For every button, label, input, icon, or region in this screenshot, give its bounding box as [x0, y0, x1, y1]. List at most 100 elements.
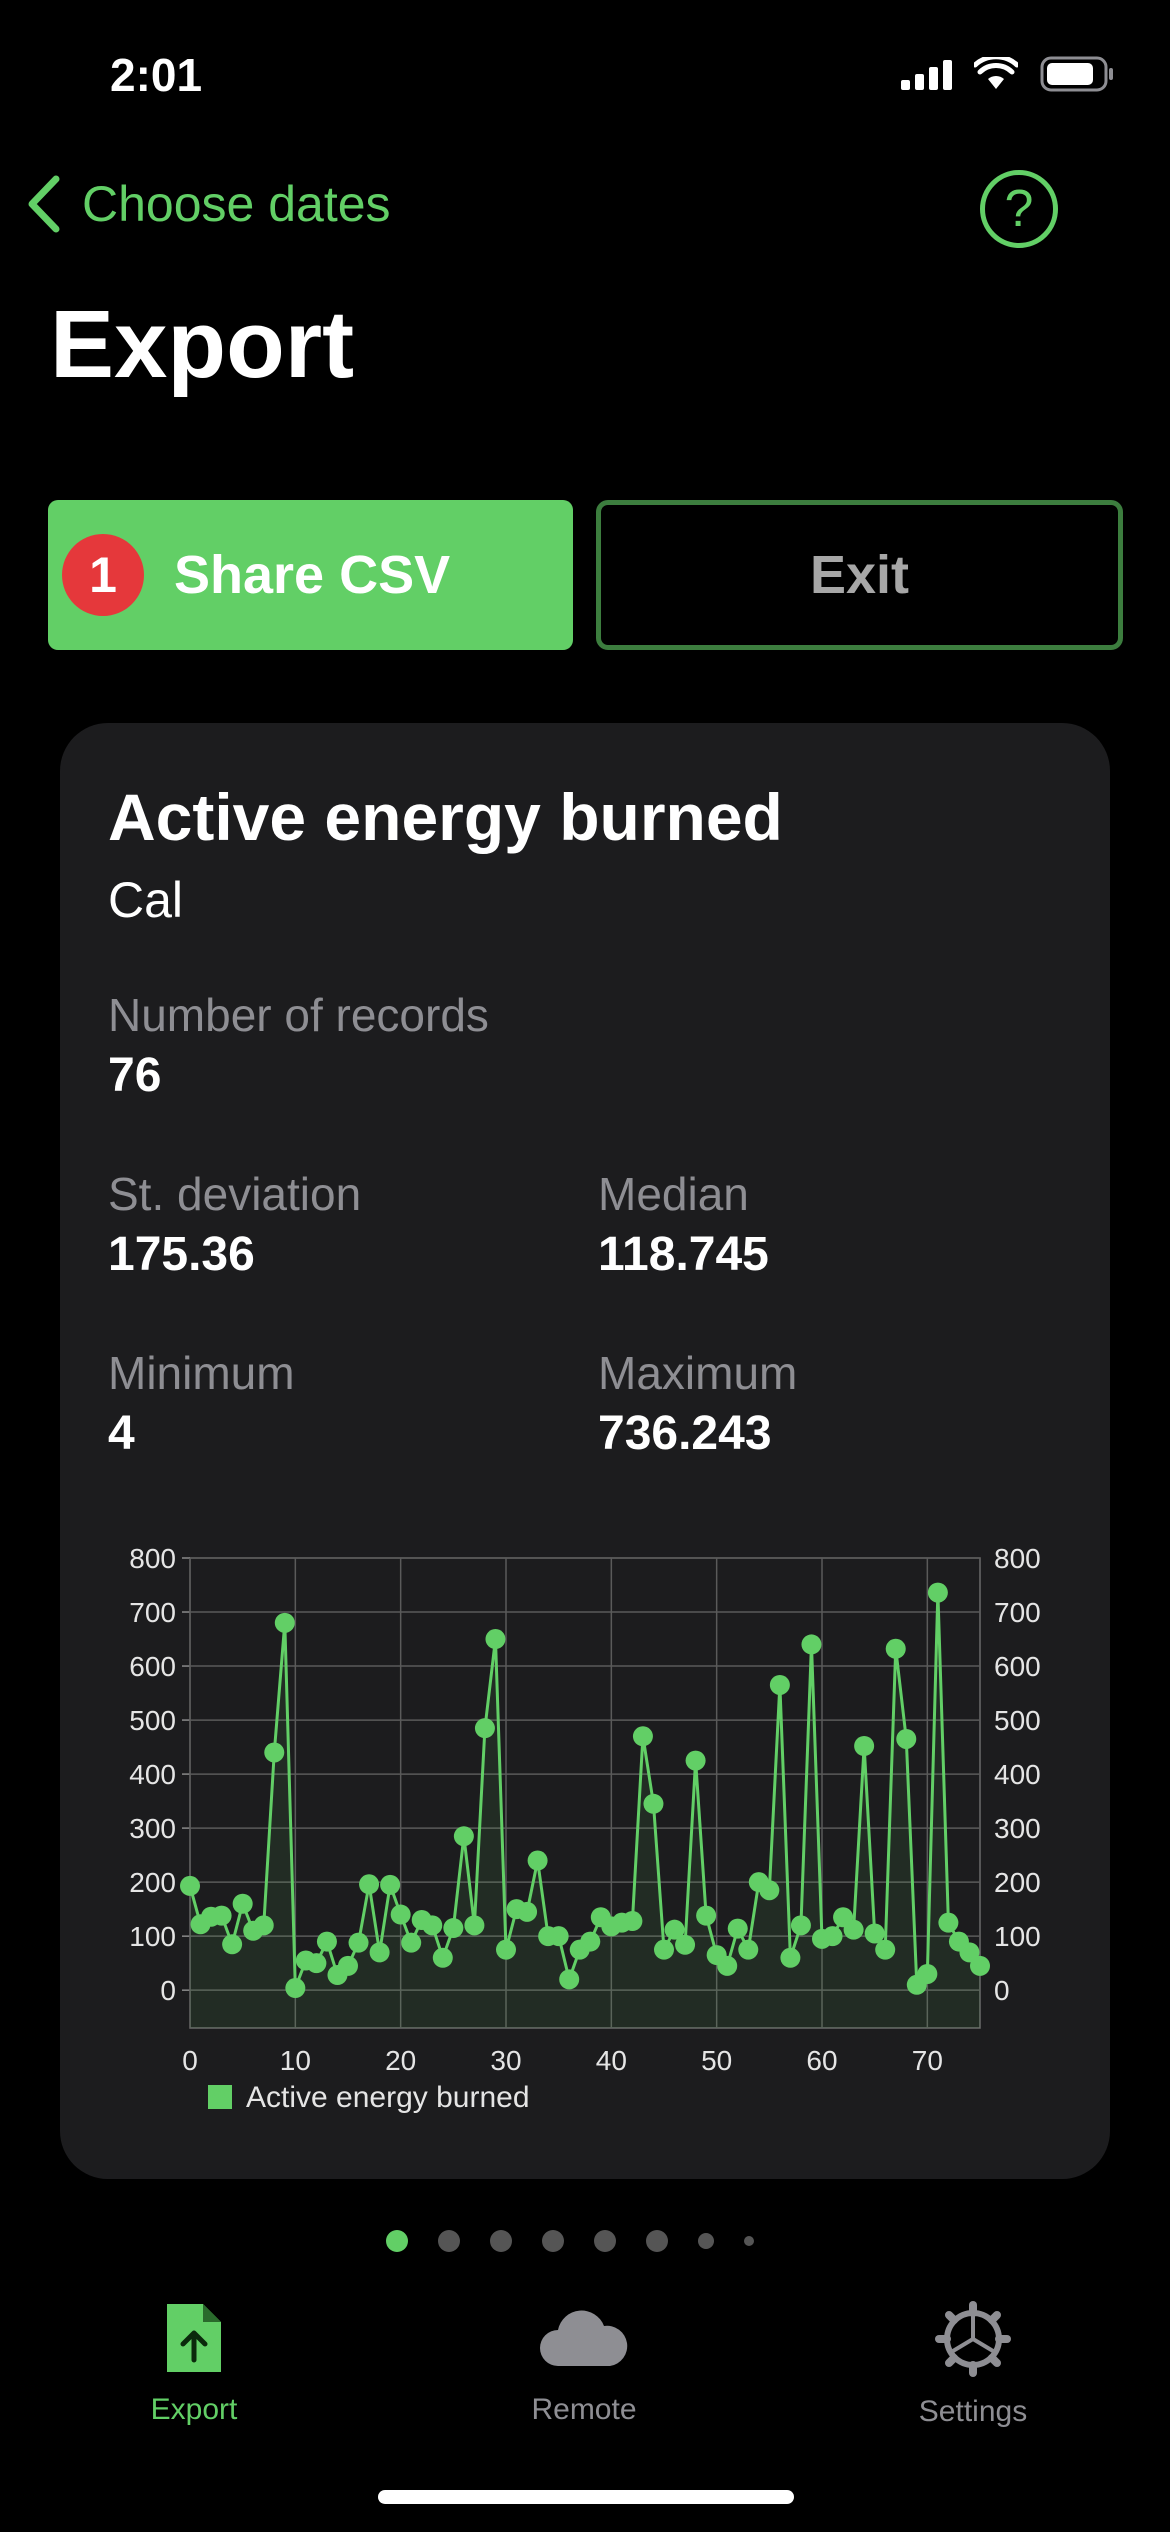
data-point [769, 1674, 790, 1695]
data-point [348, 1932, 369, 1953]
data-point [959, 1942, 980, 1963]
stdev-label: St. deviation [108, 1168, 362, 1220]
back-button[interactable]: Choose dates [26, 175, 391, 233]
data-point [464, 1915, 485, 1936]
page-indicator[interactable] [386, 2230, 754, 2252]
tab-remote[interactable]: Remote [474, 2300, 694, 2427]
ytick-label-left: 0 [160, 1975, 176, 2006]
data-point [643, 1793, 664, 1814]
data-point [917, 1963, 938, 1984]
data-point [274, 1612, 295, 1633]
records-label: Number of records [108, 989, 489, 1041]
data-point [854, 1736, 875, 1756]
data-point [432, 1947, 453, 1968]
data-point [338, 1955, 358, 1976]
data-point [390, 1904, 411, 1925]
data-point [264, 1742, 285, 1763]
metric-title: Active energy burned [108, 780, 783, 854]
data-point [632, 1726, 653, 1747]
data-point [285, 1978, 306, 1999]
help-button[interactable]: ? [980, 170, 1058, 248]
data-point [685, 1750, 706, 1771]
xtick-label: 50 [701, 2045, 732, 2076]
back-label: Choose dates [82, 176, 391, 232]
data-point [422, 1915, 443, 1936]
page-dot[interactable] [646, 2230, 668, 2252]
data-point [359, 1874, 380, 1895]
status-icons [901, 56, 1114, 92]
data-point [675, 1934, 696, 1955]
document-upload-icon [167, 2304, 221, 2372]
legend-label: Active energy burned [246, 2081, 530, 2114]
data-point [970, 1955, 990, 1976]
help-icon: ? [1004, 180, 1034, 238]
tab-export[interactable]: Export [84, 2300, 304, 2427]
ytick-label-right: 0 [994, 1975, 1010, 2006]
data-point [727, 1918, 748, 1939]
xtick-label: 20 [385, 2045, 416, 2076]
page-dot[interactable] [490, 2230, 512, 2252]
page-dot[interactable] [594, 2230, 616, 2252]
xtick-label: 60 [806, 2045, 837, 2076]
tab-remote-label: Remote [531, 2393, 637, 2426]
minimum-value: 4 [108, 1407, 135, 1460]
data-point [864, 1923, 885, 1944]
data-point [548, 1926, 569, 1947]
ytick-label-left: 400 [129, 1759, 176, 1790]
ytick-label-left: 500 [129, 1705, 176, 1736]
tab-export-label: Export [150, 2393, 238, 2426]
page-dot[interactable] [698, 2233, 714, 2249]
stdev-value: 175.36 [108, 1228, 255, 1281]
series-area [190, 1592, 980, 2028]
wifi-icon [974, 57, 1018, 89]
ytick-label-left: 100 [129, 1921, 176, 1952]
page-dot[interactable] [386, 2230, 408, 2252]
share-csv-button[interactable]: 1 Share CSV [48, 500, 573, 650]
ytick-label-left: 300 [129, 1813, 176, 1844]
data-point [253, 1915, 274, 1936]
gear-icon [935, 2301, 1011, 2377]
data-point [843, 1919, 864, 1940]
data-point [211, 1905, 232, 1926]
exit-button[interactable]: Exit [596, 500, 1123, 650]
ytick-label-right: 500 [994, 1705, 1041, 1736]
data-point [380, 1874, 401, 1895]
ytick-label-right: 600 [994, 1651, 1041, 1682]
page-dot[interactable] [542, 2230, 564, 2252]
page-dot[interactable] [744, 2236, 754, 2246]
records-value: 76 [108, 1049, 162, 1102]
ytick-label-right: 100 [994, 1921, 1041, 1952]
data-point [306, 1953, 327, 1974]
metric-card: Active energy burned Cal Number of recor… [60, 723, 1110, 2179]
xtick-label: 10 [280, 2045, 311, 2076]
page-dot[interactable] [438, 2230, 460, 2252]
xtick-label: 70 [912, 2045, 943, 2076]
home-indicator [378, 2490, 794, 2504]
ytick-label-right: 300 [994, 1813, 1041, 1844]
data-point [316, 1931, 337, 1952]
data-point [654, 1939, 674, 1960]
data-point [401, 1932, 422, 1953]
ytick-label-right: 400 [994, 1759, 1041, 1790]
minimum-label: Minimum [108, 1347, 295, 1399]
data-point [790, 1915, 811, 1936]
metric-unit: Cal [108, 872, 184, 928]
data-point [517, 1901, 538, 1922]
battery-icon [1040, 56, 1113, 92]
data-point [580, 1931, 601, 1952]
page-title: Export [50, 291, 355, 398]
tab-settings-label: Settings [918, 2395, 1028, 2428]
data-point [717, 1955, 738, 1976]
data-point [801, 1634, 822, 1655]
data-point [443, 1918, 464, 1939]
data-point [759, 1880, 780, 1901]
tab-settings[interactable]: Settings [863, 2300, 1083, 2429]
chevron-left-icon [28, 175, 60, 233]
maximum-label: Maximum [598, 1347, 798, 1399]
xtick-label: 30 [490, 2045, 521, 2076]
legend-swatch [208, 2085, 232, 2109]
data-point [222, 1934, 243, 1955]
cloud-icon [540, 2310, 628, 2366]
cellular-signal-icon [901, 58, 952, 90]
